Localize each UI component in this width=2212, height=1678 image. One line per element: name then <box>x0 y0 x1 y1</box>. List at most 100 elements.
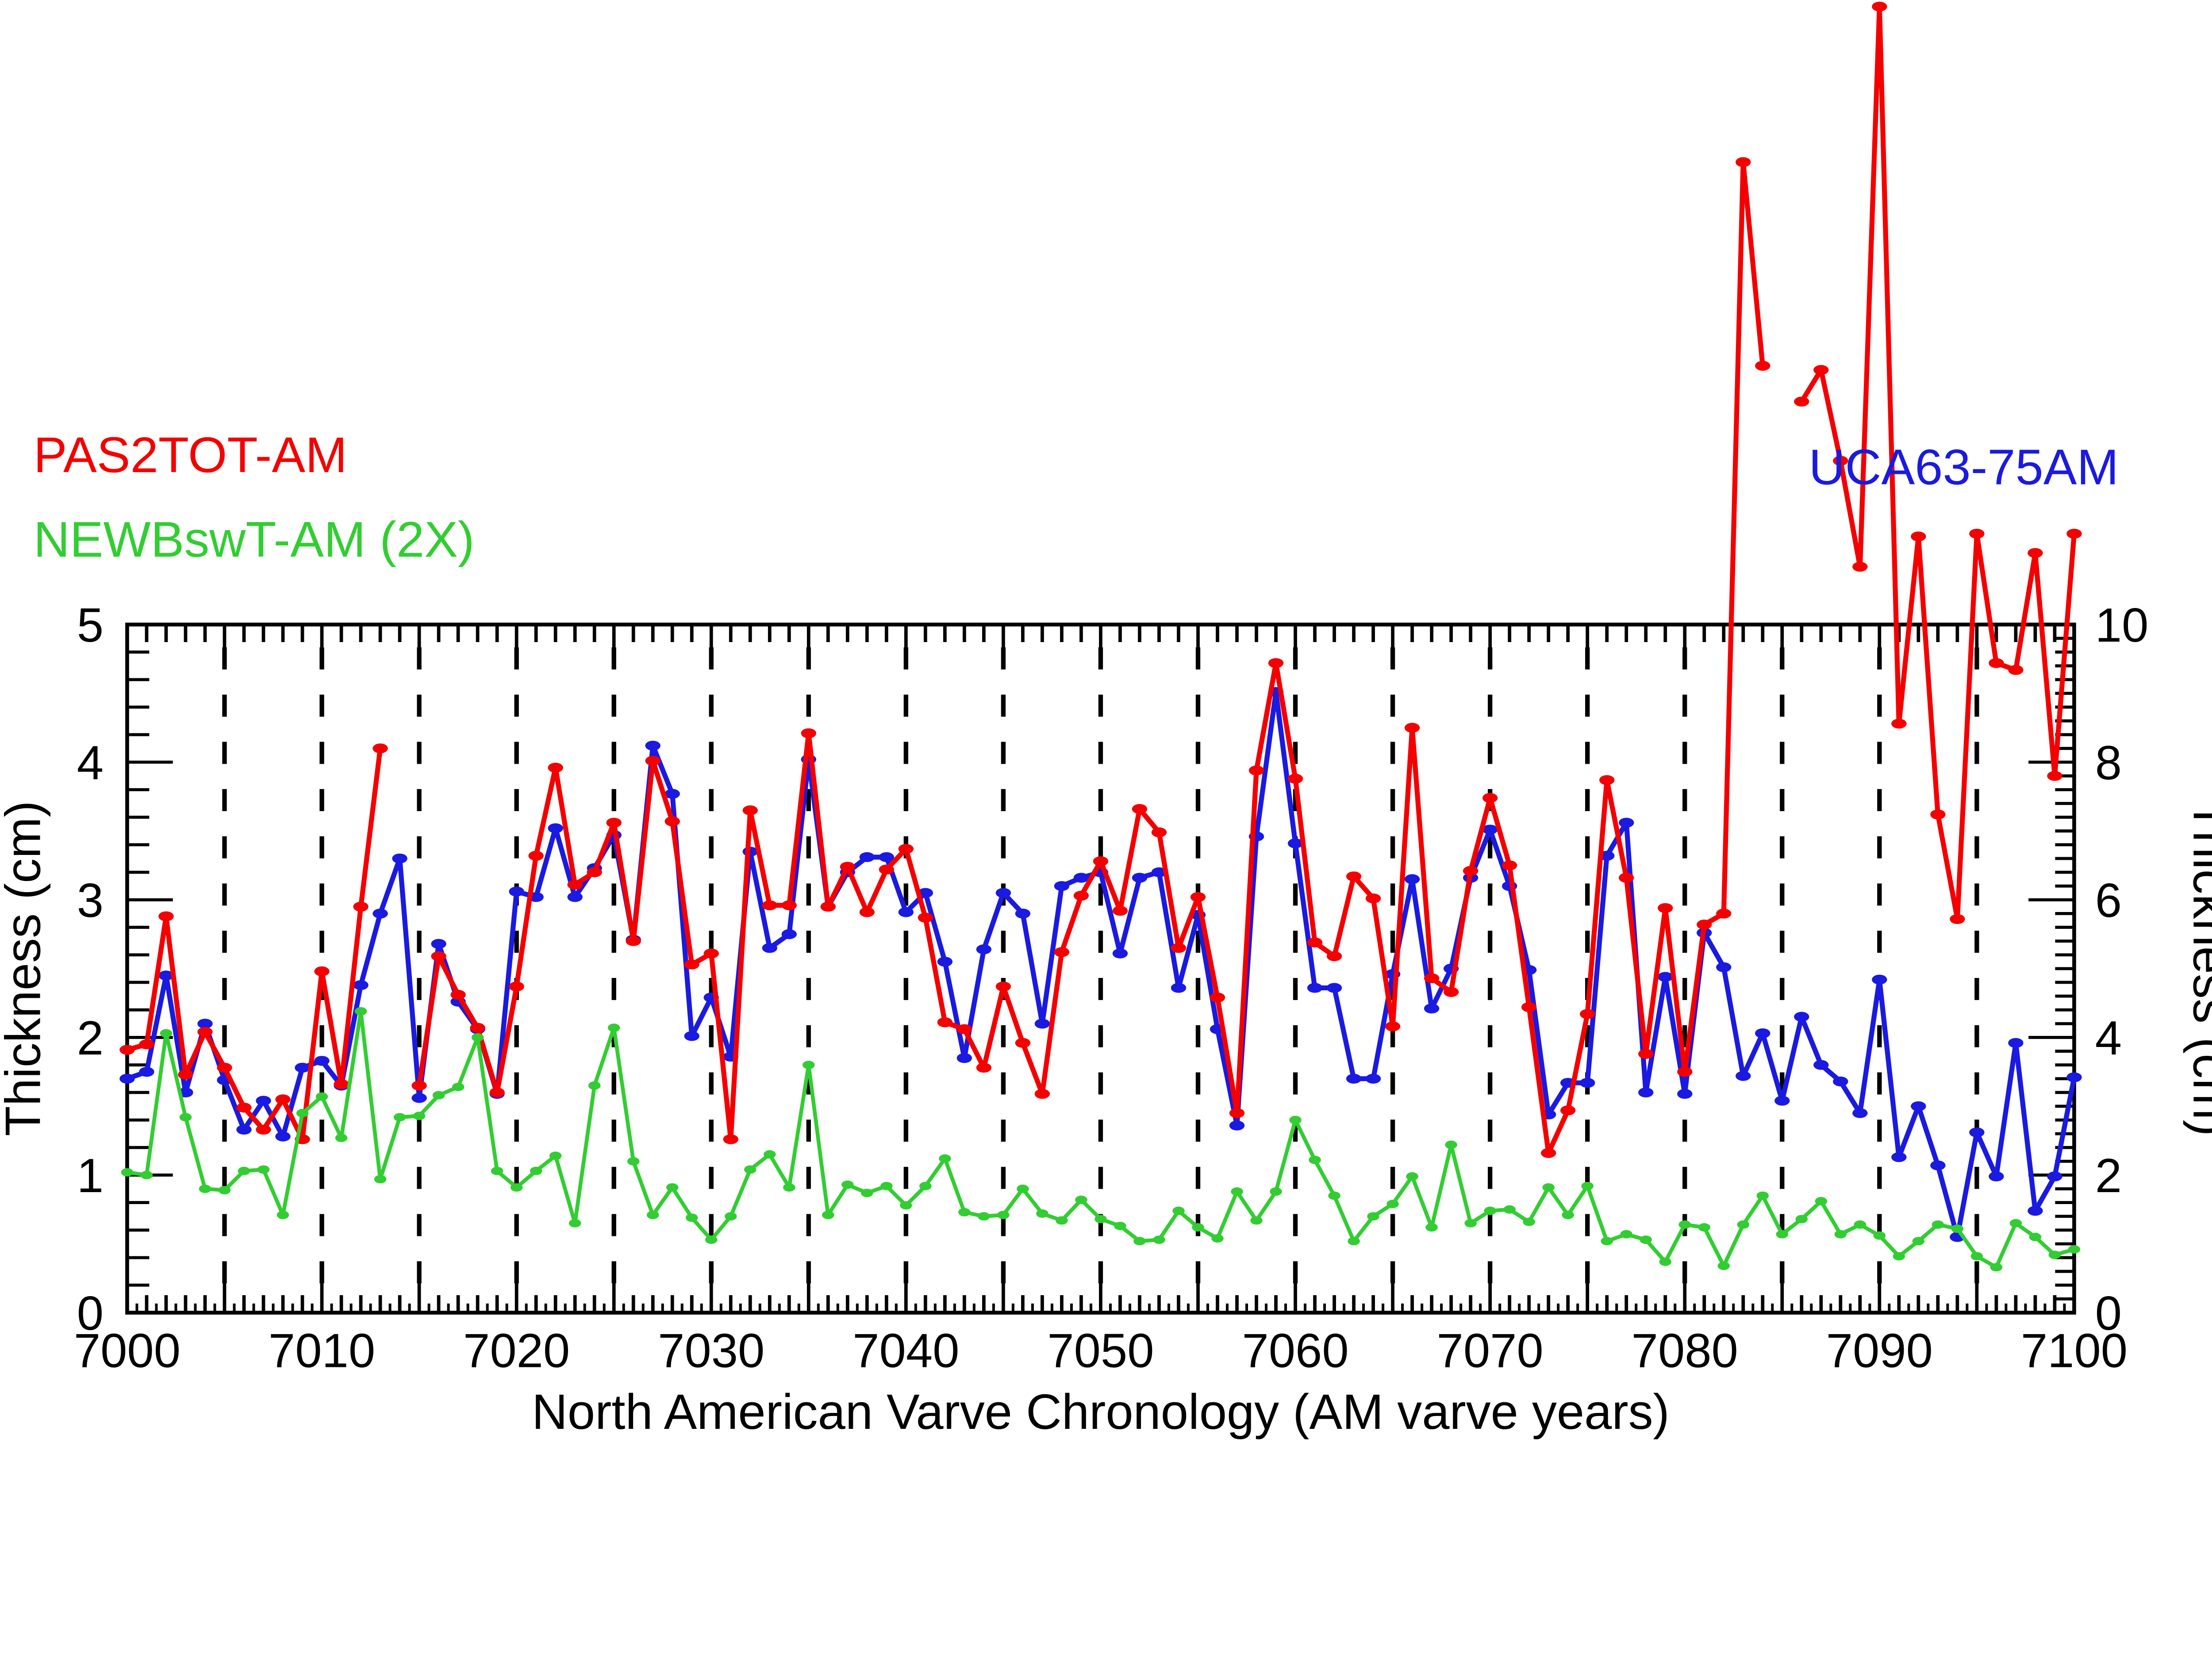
data-point <box>548 762 563 773</box>
data-point <box>1093 856 1109 866</box>
data-point <box>587 867 602 877</box>
data-point <box>489 1087 505 1097</box>
data-point <box>1151 827 1167 838</box>
data-point <box>158 911 174 921</box>
data-point <box>762 943 777 953</box>
data-point <box>353 901 369 912</box>
data-point <box>1970 1252 1983 1261</box>
data-point <box>432 1091 445 1100</box>
data-point <box>1094 1215 1107 1224</box>
data-point <box>1776 1230 1789 1239</box>
data-point <box>1132 804 1148 814</box>
data-point <box>1697 920 1712 930</box>
data-point <box>314 966 330 977</box>
data-point <box>197 1027 213 1037</box>
data-point <box>666 1183 679 1192</box>
data-point <box>1911 531 1926 542</box>
data-point <box>1911 1101 1926 1112</box>
x-tick-label: 7020 <box>463 1324 570 1377</box>
data-series <box>119 1 2082 1272</box>
legend-green-series: NEWBswT-AM (2X) <box>34 512 475 568</box>
data-point <box>1737 1220 1750 1229</box>
data-point <box>2028 548 2043 558</box>
data-point <box>1893 1252 1905 1261</box>
data-point <box>1268 658 1284 668</box>
data-point <box>840 862 856 872</box>
data-point <box>1619 818 1634 828</box>
data-point <box>1287 838 1303 849</box>
data-point <box>900 1201 912 1210</box>
series-pas2tot-am <box>119 1 2082 1158</box>
data-point <box>1852 562 1868 572</box>
data-point <box>1482 824 1498 835</box>
data-point <box>1620 1230 1632 1239</box>
data-point <box>1989 1171 2004 1182</box>
data-point <box>781 929 797 939</box>
data-point <box>1794 1012 1809 1022</box>
data-point <box>1112 948 1128 958</box>
data-point <box>1112 906 1128 916</box>
data-point <box>937 957 953 967</box>
data-point <box>160 1029 173 1038</box>
dashed-gridlines <box>222 647 1979 1293</box>
x-tick-label: 7070 <box>1437 1324 1544 1377</box>
data-point <box>1307 937 1323 947</box>
data-point <box>1912 1237 1925 1246</box>
data-point <box>1562 1211 1574 1220</box>
data-point <box>1445 1140 1457 1149</box>
data-point <box>1190 892 1206 902</box>
axis-ticks <box>125 623 2076 1314</box>
data-point <box>588 1081 601 1090</box>
data-point <box>781 900 797 911</box>
data-point <box>978 1212 990 1221</box>
right-tick-label: 8 <box>2095 736 2122 789</box>
data-point <box>742 805 758 816</box>
data-point <box>549 1151 562 1160</box>
x-tick-label: 7090 <box>1826 1324 1933 1377</box>
data-point <box>783 1183 795 1192</box>
right-tick-label: 2 <box>2095 1149 2122 1202</box>
data-point <box>919 1182 932 1190</box>
right-tick-label: 4 <box>2095 1011 2122 1065</box>
data-point <box>530 1166 542 1175</box>
data-point <box>218 1186 231 1195</box>
data-point <box>1658 972 1673 982</box>
data-point <box>1523 1217 1535 1226</box>
data-point <box>1231 1187 1243 1196</box>
data-point <box>664 789 680 799</box>
data-point <box>217 1062 232 1073</box>
data-point <box>315 1092 328 1101</box>
data-point <box>1833 456 1848 466</box>
data-point <box>880 1182 893 1190</box>
data-point <box>1309 1155 1321 1164</box>
data-point <box>140 1170 153 1179</box>
data-point <box>1677 1066 1693 1077</box>
data-point <box>374 1175 387 1184</box>
data-point <box>626 936 641 946</box>
data-point <box>976 944 992 954</box>
data-point <box>528 851 544 861</box>
data-point <box>1579 1078 1595 1088</box>
data-point <box>1989 658 2004 668</box>
data-point <box>1969 528 1985 539</box>
data-point <box>937 1017 953 1028</box>
data-point <box>1619 873 1634 883</box>
data-point <box>1056 1216 1068 1225</box>
data-point <box>354 1007 367 1016</box>
data-point <box>1581 1182 1594 1190</box>
left-tick-label: 2 <box>77 1011 104 1065</box>
plot-frame <box>125 623 2076 1315</box>
data-point <box>1270 1187 1282 1196</box>
data-point <box>158 970 174 981</box>
data-point <box>645 756 661 766</box>
data-point <box>1579 1009 1595 1019</box>
data-point <box>509 981 524 992</box>
data-point <box>2068 1245 2081 1254</box>
data-point <box>568 1219 581 1228</box>
data-point <box>2029 1232 2042 1241</box>
data-point <box>861 1189 873 1197</box>
data-point <box>723 1134 738 1144</box>
data-point <box>1054 881 1070 891</box>
right-tick-label: 0 <box>2095 1286 2122 1340</box>
data-point <box>411 1081 427 1091</box>
